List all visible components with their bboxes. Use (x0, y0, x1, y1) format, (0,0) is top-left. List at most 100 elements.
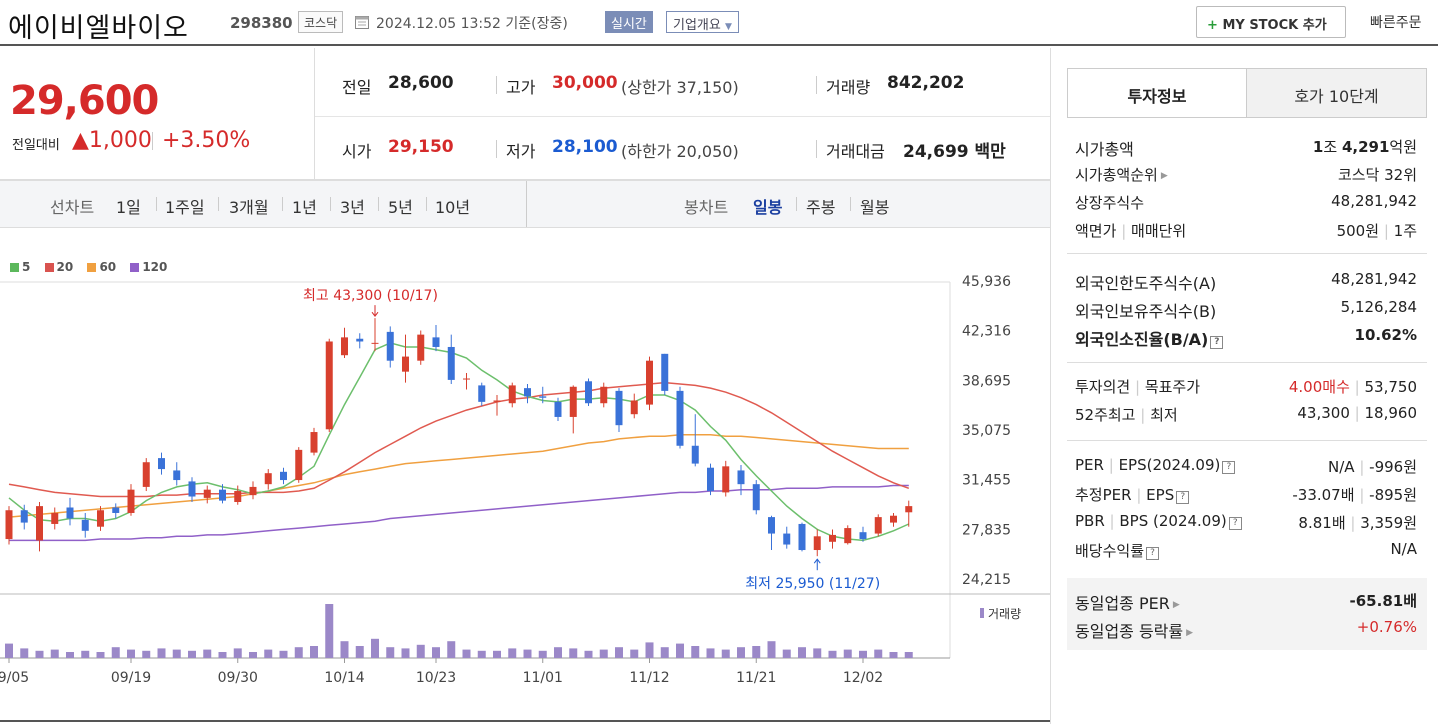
period-1w[interactable]: 1주일 (165, 198, 205, 217)
per-label: PER | EPS(2024.09)? (1075, 456, 1236, 474)
volume-bar (142, 650, 151, 658)
period-1d[interactable]: 1일 (116, 198, 141, 217)
candle-body (20, 510, 28, 523)
tab-order-book[interactable]: 호가 10단계 (1246, 69, 1426, 117)
candle-body (310, 432, 318, 453)
foreign-limit-value: 48,281,942 (1331, 270, 1417, 288)
candle-body (585, 381, 592, 404)
volume-bar (416, 644, 425, 658)
help-icon[interactable]: ? (1176, 491, 1190, 504)
candle-body (661, 353, 669, 391)
volume-bar (706, 648, 715, 658)
diff-value: ▲1,000 (72, 128, 152, 153)
tab-invest-info[interactable]: 투자정보 (1068, 69, 1246, 117)
volume-bar (691, 646, 700, 658)
candle-body (402, 356, 409, 372)
help-icon[interactable]: ? (1228, 517, 1242, 530)
volume-bar (599, 649, 608, 658)
sector-per-label[interactable]: 동일업종 PER ▶ (1075, 594, 1180, 613)
quick-order-link[interactable]: 빠른주문 (1370, 15, 1422, 31)
volume-bar (843, 649, 852, 658)
current-price-panel: 29,600 전일대비 ▲1,000 +3.50% (0, 48, 315, 180)
volume-bar (66, 652, 74, 658)
candle-body (81, 519, 89, 531)
company-overview-dropdown[interactable]: 기업개요 ▼ (666, 11, 739, 33)
candle-body (295, 449, 303, 481)
market-cap-rank-label[interactable]: 시가총액순위 ▶ (1075, 166, 1168, 184)
period-3y[interactable]: 3년 (340, 198, 365, 217)
x-tick-label: 10/14 (324, 670, 364, 686)
stock-header: 에이비엘바이오 298380 코스닥 2024.12.05 13:52 기준(장… (0, 0, 1438, 46)
candle-body (600, 386, 608, 404)
week52-row: 52주최고 | 최저 43,300 | 18,960 (1075, 404, 1417, 432)
volume-bar (355, 646, 364, 658)
volume-bar (340, 641, 349, 658)
prev-close-value: 28,600 (388, 73, 454, 93)
week52-value: 43,300 | 18,960 (1297, 404, 1417, 422)
est-per-value: -33.07배 | -895원 (1292, 486, 1417, 504)
volume-bar (874, 649, 883, 658)
x-tick-label: 09/19 (111, 670, 151, 686)
candle-body (524, 388, 531, 397)
open-value: 29,150 (388, 137, 454, 157)
market-cap-value: 1조 4,291억원 (1312, 138, 1417, 156)
realtime-button[interactable]: 실시간 (605, 11, 653, 33)
volume-bar (660, 647, 669, 658)
candle-body (615, 390, 623, 426)
diff-label: 전일대비 (12, 138, 60, 153)
divider (330, 197, 331, 211)
price-stats-panel (315, 48, 1050, 180)
foreign-ratio-row: 외국인소진율(B/A)? 10.62% (1075, 326, 1417, 354)
candle-body (97, 510, 104, 527)
my-stock-add-button[interactable]: + MY STOCK 추가 (1196, 6, 1346, 38)
sector-rate-label[interactable]: 동일업종 등락률 ▶ (1075, 622, 1194, 641)
candle-body (630, 400, 638, 415)
dividend-label: 배당수익률? (1075, 540, 1160, 561)
candlestick-chart[interactable]: 45,936 42,316 38,695 35,075 31,455 27,835 24,2… (0, 228, 1050, 722)
help-icon[interactable]: ? (1222, 461, 1236, 474)
period-3m[interactable]: 3개월 (229, 198, 269, 217)
market-cap-row: 시가총액 1조 4,291억원 (1075, 136, 1417, 164)
volume-bar (233, 648, 242, 658)
candle-body (234, 491, 242, 503)
divider (378, 197, 379, 211)
volume-bar (584, 650, 593, 658)
caret-right-icon: ▶ (1160, 171, 1168, 181)
est-per-row: 추정PER | EPS? -33.07배 | -895원 (1075, 484, 1417, 512)
volume-bar (859, 650, 867, 658)
foreign-limit-row: 외국인한도주식수(A) 48,281,942 (1075, 270, 1417, 298)
help-icon[interactable]: ? (1210, 336, 1224, 349)
divider (1067, 253, 1427, 254)
period-5y[interactable]: 5년 (388, 198, 413, 217)
candle-body (219, 489, 226, 501)
candle-daily[interactable]: 일봉 (753, 198, 783, 217)
volume-bar (538, 650, 547, 658)
help-icon[interactable]: ? (1146, 547, 1160, 560)
amount-number: 24,699 (903, 142, 969, 162)
listed-shares-row: 상장주식수 48,281,942 (1075, 192, 1417, 220)
plus-icon: + (1207, 18, 1218, 33)
candle-monthly[interactable]: 월봉 (860, 198, 890, 217)
market-cap-rank-value: 코스닥 32위 (1337, 166, 1417, 184)
candle-body (173, 470, 181, 481)
y-tick-label: 35,075 (962, 423, 1011, 439)
volume-bar (218, 652, 227, 658)
price-chart-area: 5 20 60 120 45,936 42,316 38,695 35,075 31,4… (0, 228, 1050, 722)
x-tick-label: 09/05 (0, 670, 29, 686)
candle-body (539, 396, 547, 398)
x-tick-label: 12/02 (843, 670, 883, 686)
par-label: 액면가 | 매매단위 (1075, 222, 1187, 240)
candle-body (66, 507, 74, 519)
period-1y[interactable]: 1년 (292, 198, 317, 217)
diff-rate: +3.50% (162, 128, 251, 153)
period-10y[interactable]: 10년 (435, 198, 471, 217)
candle-weekly[interactable]: 주봉 (806, 198, 836, 217)
amount-unit: 백만 (974, 142, 1006, 162)
low-value: 28,100 (552, 137, 618, 157)
sector-rate-value: +0.76% (1356, 618, 1417, 636)
candle-body (798, 523, 806, 551)
y-tick-label: 27,835 (962, 522, 1011, 538)
amount-value: 24,699 백만 (903, 137, 1006, 162)
candle-body (646, 360, 653, 405)
volume-bar (477, 650, 486, 658)
